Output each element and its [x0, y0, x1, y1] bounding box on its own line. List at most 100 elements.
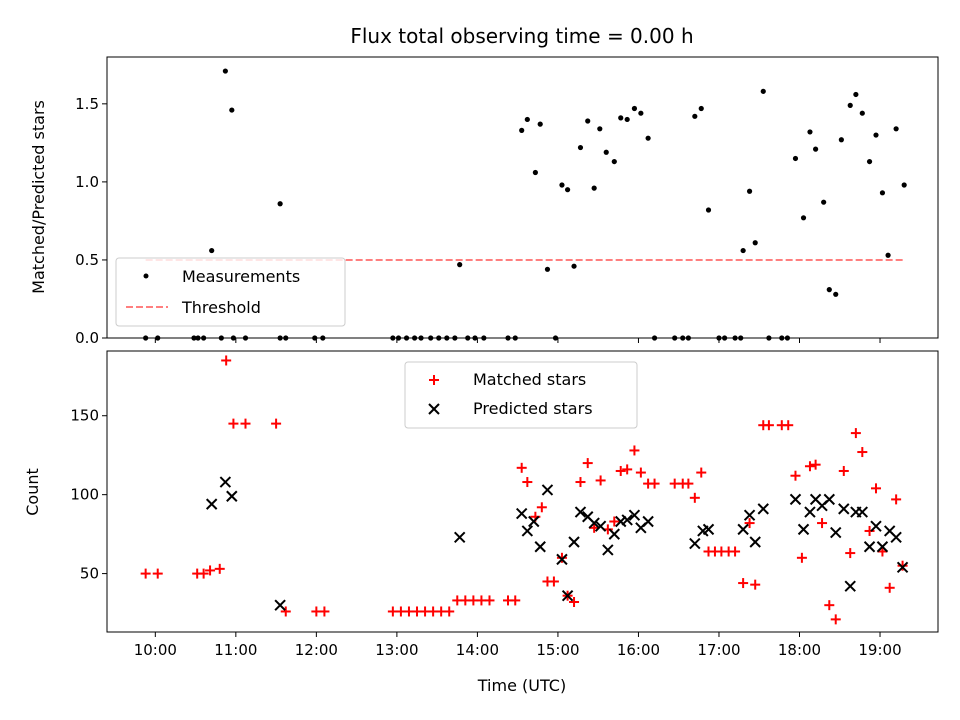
matched-stars-point	[763, 420, 774, 431]
predicted-stars-point	[628, 509, 641, 521]
measurements-point	[752, 240, 758, 246]
chart-title: Flux total observing time = 0.00 h	[350, 24, 693, 48]
matched-stars-point	[897, 560, 908, 571]
matched-stars-point	[838, 465, 849, 476]
predicted-stars-point	[534, 541, 546, 553]
measurements-point	[611, 158, 617, 165]
ratio-legend-box	[115, 257, 346, 327]
matched-stars-point	[870, 483, 881, 494]
matched-stars-point	[857, 447, 868, 458]
predicted-stars-point	[226, 490, 238, 502]
measurements-point	[859, 110, 865, 116]
measurements-point	[537, 121, 543, 127]
matched-stars-point	[738, 578, 749, 589]
predicted-stars-point	[556, 553, 568, 566]
ratio-legend: Measurements Threshold	[115, 257, 346, 327]
measurements-point	[209, 247, 215, 254]
matched-stars-point	[609, 516, 620, 527]
measurements-point	[821, 199, 827, 205]
measurements-point	[585, 118, 591, 124]
measurements-point	[624, 116, 630, 123]
count-legend-box	[404, 361, 638, 429]
predicted-stars-point	[789, 493, 802, 506]
matched-stars-point	[817, 518, 828, 529]
predicted-stars-point	[876, 541, 889, 553]
x-tick-label: 15:00	[536, 641, 579, 659]
ratio-y-tick-label: 0.0	[75, 329, 99, 347]
ratio-axes: 0.0 0.5 1.0 1.5 Matched/Predicted stars Mea…	[29, 56, 939, 347]
measurements-point	[638, 110, 644, 116]
x-tick-label: 18:00	[778, 641, 821, 659]
x-axis-label: Time (UTC)	[477, 676, 566, 695]
predicted-stars-point	[870, 520, 882, 532]
count-y-tick-label: 100	[70, 486, 99, 504]
matched-stars-point	[683, 478, 694, 489]
matched-stars-point	[696, 467, 707, 478]
predicted-stars-point	[823, 493, 836, 506]
measurements-point	[901, 182, 907, 188]
x-tick-label: 11:00	[214, 641, 257, 659]
matched-stars-point	[556, 552, 567, 563]
ratio-y-axis-label: Matched/Predicted stars	[29, 100, 48, 294]
ratio-frame	[106, 56, 939, 339]
matched-stars-point	[615, 465, 626, 476]
predicted-stars-point	[588, 517, 600, 529]
matched-stars-point	[510, 595, 521, 606]
measurements-point	[800, 215, 807, 221]
measurements-point	[532, 169, 538, 176]
predicted-stars-point	[757, 503, 769, 515]
measurements-point	[847, 102, 853, 108]
predicted-stars-point	[804, 506, 816, 518]
x-tick-label: 13:00	[375, 641, 418, 659]
matched-stars-point	[214, 563, 225, 574]
legend-label-measurements: Measurements	[182, 267, 300, 286]
matched-stars-point	[516, 462, 527, 473]
matched-stars-point	[140, 568, 151, 579]
count-ticks: 50 100 150 10:00 11:00 12:00 13:00 14:00 15:00 16…	[70, 407, 901, 659]
predicted-stars-point	[561, 589, 574, 602]
measurements-point	[692, 113, 698, 119]
matched-stars-point	[575, 477, 586, 488]
x-tick-label: 10:00	[134, 641, 177, 659]
predicted-stars-point	[515, 507, 528, 520]
predicted-stars-point	[602, 544, 614, 556]
measurements-point	[591, 185, 597, 191]
matched-stars-point	[635, 467, 646, 478]
measurements-point	[544, 266, 551, 272]
measurements-point	[571, 263, 577, 269]
matched-stars-point	[629, 445, 640, 456]
matched-stars-point	[689, 492, 700, 503]
legend-swatch-matched	[429, 375, 439, 385]
measurements-point	[519, 127, 525, 133]
legend-swatch-predicted	[428, 403, 440, 415]
predicted-stars-point	[896, 561, 909, 573]
measurements-point	[603, 149, 609, 155]
measurements-point	[873, 132, 879, 138]
matched-stars-point	[271, 418, 282, 429]
measurements-point	[746, 188, 753, 194]
measurements-point	[760, 88, 766, 94]
predicted-stars-point	[274, 599, 286, 611]
predicted-stars-point	[749, 536, 761, 548]
legend-swatch-measurements	[143, 273, 149, 279]
count-y-tick-label: 150	[70, 407, 99, 425]
measurements-point	[838, 137, 844, 143]
measurements-point	[826, 287, 832, 293]
legend-label-predicted: Predicted stars	[473, 399, 593, 418]
matched-stars-point	[152, 568, 163, 579]
predicted-stars-point	[702, 523, 715, 536]
measurements-point	[222, 68, 228, 74]
x-tick-label: 19:00	[858, 641, 901, 659]
matched-stars-point	[830, 614, 841, 625]
predicted-stars-point	[608, 528, 621, 540]
matched-stars-point	[744, 518, 755, 529]
measurements-point	[524, 116, 530, 123]
measurements-point	[885, 252, 891, 258]
predicted-stars-point	[838, 503, 850, 515]
matched-stars-point	[319, 606, 330, 617]
matched-stars-point	[548, 576, 559, 587]
predicted-stars-point	[568, 536, 580, 548]
ratio-y-tick-label: 0.5	[75, 251, 99, 269]
measurements-point	[792, 155, 799, 162]
